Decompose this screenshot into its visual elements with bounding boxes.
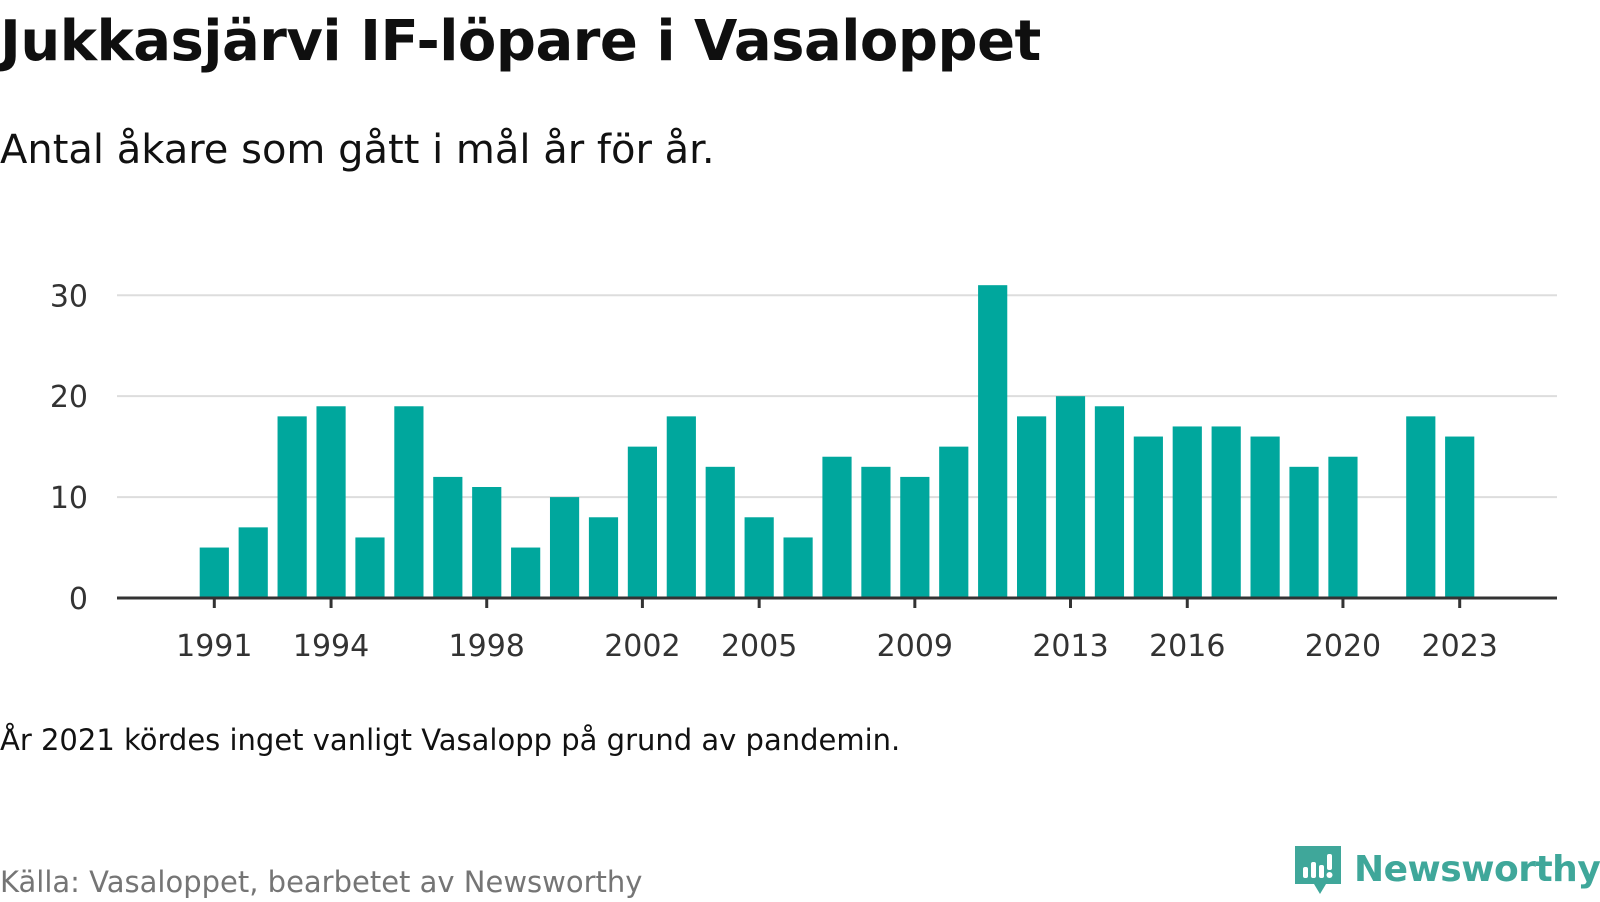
- chart-title: Jukkasjärvi IF-löpare i Vasaloppet: [0, 9, 1041, 74]
- y-axis-tick-labels: 0 10 20 30: [50, 279, 88, 617]
- y-tick-label-10: 10: [50, 481, 88, 516]
- bar-2020: [1328, 456, 1358, 598]
- bar-1994: [316, 406, 346, 598]
- bar-2006: [783, 537, 813, 598]
- bar-2000: [549, 497, 580, 598]
- source-credit: Källa: Vasaloppet, bearbetet av Newswort…: [0, 865, 643, 899]
- bar-2017: [1211, 426, 1241, 598]
- bar-2018: [1250, 436, 1280, 598]
- chart-subtitle: Antal åkare som gått i mål år för år.: [0, 127, 715, 173]
- bar-2011: [978, 285, 1008, 598]
- x-tick-label-1991: 1991: [176, 629, 252, 664]
- x-tick-label-2009: 2009: [877, 629, 953, 664]
- newsworthy-logo-icon: [1295, 846, 1341, 894]
- bar-1996: [394, 406, 424, 598]
- bar-2013: [1055, 396, 1086, 598]
- newsworthy-brand-name: Newsworthy: [1354, 849, 1600, 890]
- y-tick-label-30: 30: [50, 279, 88, 314]
- x-tick-label-2013: 2013: [1032, 629, 1108, 664]
- x-tick-label-2002: 2002: [604, 629, 680, 664]
- bar-2001: [588, 517, 619, 598]
- bar-1995: [355, 537, 385, 598]
- bar-1997: [433, 476, 463, 598]
- bar-2002: [627, 446, 657, 598]
- x-axis-tick-labels: 1991 1994 1998 2002 2005 2009 2013 2016 2020 2023: [176, 629, 1498, 664]
- bar-2019: [1289, 466, 1319, 598]
- bar-2004: [705, 466, 735, 598]
- bar-2008: [861, 466, 891, 598]
- y-tick-label-20: 20: [50, 380, 88, 415]
- bar-1993: [277, 416, 307, 598]
- bar-2016: [1172, 426, 1202, 598]
- bar-2012: [1017, 416, 1047, 598]
- x-tick-label-1998: 1998: [449, 629, 525, 664]
- bar-2022: [1406, 416, 1436, 598]
- x-tick-label-2016: 2016: [1149, 629, 1225, 664]
- bar-1999: [511, 547, 541, 598]
- bar-1992: [238, 527, 268, 598]
- y-tick-label-0: 0: [69, 582, 88, 617]
- x-tick-label-2005: 2005: [721, 629, 797, 664]
- x-tick-label-2020: 2020: [1305, 629, 1381, 664]
- bar-2014: [1094, 406, 1125, 598]
- x-axis: [117, 596, 1557, 608]
- bar-chart: 0 10 20 30 1991 1994 1998 2002 2005 2009 2013 2016…: [50, 279, 1557, 664]
- bar-2003: [666, 416, 696, 598]
- x-tick-label-2023: 2023: [1422, 629, 1498, 664]
- bars: [199, 285, 1475, 598]
- bar-2007: [822, 456, 852, 598]
- bar-2010: [939, 446, 969, 598]
- x-tick-label-1994: 1994: [293, 629, 369, 664]
- bar-1998: [472, 487, 502, 598]
- bar-2009: [900, 476, 930, 598]
- bar-1991: [199, 547, 229, 598]
- bar-2005: [744, 517, 774, 598]
- bar-2015: [1133, 436, 1163, 598]
- chart-note: År 2021 kördes inget vanligt Vasalopp på…: [0, 723, 901, 757]
- bar-2023: [1445, 436, 1475, 598]
- newsworthy-brand: Newsworthy: [1292, 842, 1600, 898]
